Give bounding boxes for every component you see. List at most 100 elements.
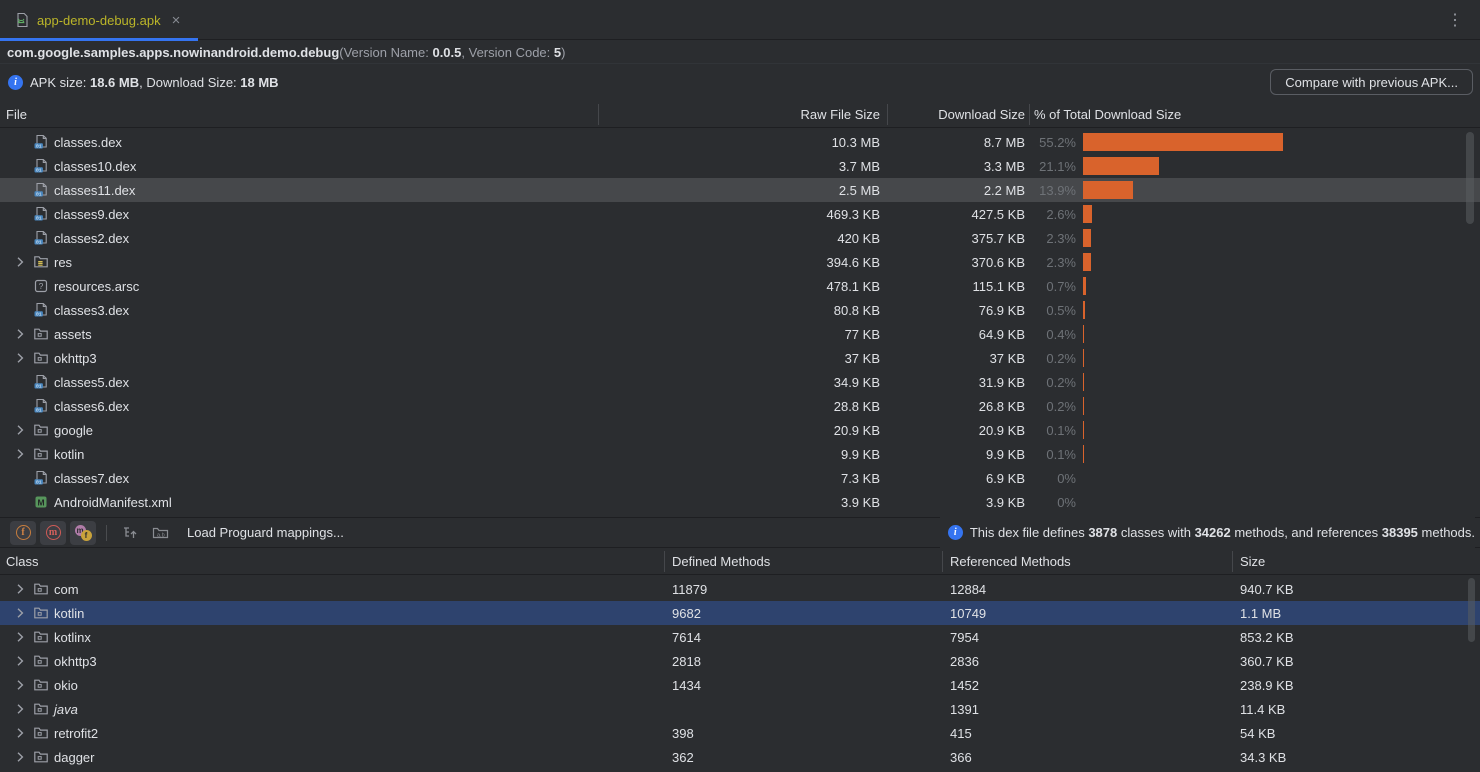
chevron-right-icon[interactable] [12, 422, 28, 438]
package-size: 940.7 KB [1240, 581, 1294, 597]
package-name: com.google.samples.apps.nowinandroid.dem… [7, 44, 340, 60]
file-row[interactable]: res 394.6 KB 370.6 KB 2.3% [0, 250, 1480, 274]
chevron-right-icon[interactable] [12, 326, 28, 342]
column-divider[interactable] [1232, 551, 1233, 572]
column-header-download-size[interactable]: Download Size [938, 107, 1025, 122]
file-row[interactable]: M AndroidManifest.xml 3.9 KB 3.9 KB 0% [0, 490, 1480, 514]
pct-bar [1083, 397, 1084, 415]
pct-of-total: 0.2% [1046, 398, 1076, 414]
chevron-right-icon[interactable] [12, 629, 28, 645]
svg-text:01: 01 [36, 239, 42, 245]
pct-of-total: 0.5% [1046, 302, 1076, 318]
defined-methods: 11879 [672, 581, 708, 597]
download-size: 37 KB [989, 350, 1025, 366]
expand-tree-button[interactable] [117, 521, 143, 545]
file-row[interactable]: 01 classes5.dex 34.9 KB 31.9 KB 0.2% [0, 370, 1480, 394]
tab-close-icon[interactable]: × [171, 11, 181, 29]
class-row[interactable]: com 11879 12884 940.7 KB [0, 577, 1480, 601]
column-header-defined-methods[interactable]: Defined Methods [672, 554, 771, 569]
compare-with-previous-apk-button[interactable]: Compare with previous APK... [1270, 69, 1473, 95]
column-divider[interactable] [1029, 104, 1030, 125]
column-header-class[interactable]: Class [6, 554, 39, 569]
file-row[interactable]: 01 classes.dex 10.3 MB 8.7 MB 55.2% [0, 130, 1480, 154]
raw-file-size: 37 KB [844, 350, 880, 366]
referenced-methods: 1391 [950, 701, 979, 717]
column-header-raw-file-size[interactable]: Raw File Size [800, 107, 880, 122]
referenced-methods: 366 [950, 749, 972, 765]
column-divider[interactable] [664, 551, 665, 572]
class-row[interactable]: dagger 362 366 34.3 KB [0, 745, 1480, 769]
class-row[interactable]: okhttp3 2818 2836 360.7 KB [0, 649, 1480, 673]
file-row[interactable]: 01 classes11.dex 2.5 MB 2.2 MB 13.9% [0, 178, 1480, 202]
chevron-right-icon[interactable] [12, 446, 28, 462]
raw-file-size: 10.3 MB [831, 134, 880, 150]
apk-size-line: i APK size: 18.6 MB, Download Size: 18 M… [0, 64, 279, 100]
class-row[interactable]: kotlinx 7614 7954 853.2 KB [0, 625, 1480, 649]
package-name: okhttp3 [54, 653, 97, 669]
package-size: 1.1 MB [1240, 605, 1282, 621]
file-row[interactable]: 01 classes6.dex 28.8 KB 26.8 KB 0.2% [0, 394, 1480, 418]
more-options-kebab-icon[interactable]: ⋮ [1447, 12, 1463, 29]
dex-info-line: i This dex file defines 3878 classes wit… [939, 517, 1475, 548]
tab-apk-file[interactable]: app-demo-debug.apk × [0, 0, 198, 41]
column-header-size[interactable]: Size [1240, 554, 1266, 569]
pct-bar [1083, 301, 1085, 319]
chevron-right-icon[interactable] [12, 725, 28, 741]
file-name: classes7.dex [54, 470, 130, 486]
file-row[interactable]: okhttp3 37 KB 37 KB 0.2% [0, 346, 1480, 370]
file-row[interactable]: 01 classes3.dex 80.8 KB 76.9 KB 0.5% [0, 298, 1480, 322]
file-row[interactable]: 01 classes2.dex 420 KB 375.7 KB 2.3% [0, 226, 1480, 250]
chevron-right-icon[interactable] [12, 581, 28, 597]
defined-methods: 9682 [672, 605, 701, 621]
column-divider[interactable] [942, 551, 943, 572]
column-divider[interactable] [887, 104, 888, 125]
chevron-right-icon[interactable] [12, 605, 28, 621]
download-size: 3.9 KB [985, 494, 1025, 510]
raw-file-size: 420 KB [837, 230, 880, 246]
class-row[interactable]: java 1391 11.4 KB [0, 697, 1480, 721]
file-table-scrollbar[interactable] [1466, 132, 1474, 224]
class-row[interactable]: kotlin 9682 10749 1.1 MB [0, 601, 1480, 625]
chevron-right-icon[interactable] [12, 677, 28, 693]
pct-bar [1083, 277, 1086, 295]
chevron-right-icon[interactable] [12, 350, 28, 366]
file-table-header: File Raw File Size Download Size % of To… [0, 101, 1480, 128]
package-name: dagger [54, 749, 95, 765]
file-name: kotlin [54, 446, 85, 462]
chevron-right-icon[interactable] [12, 653, 28, 669]
file-row[interactable]: assets 77 KB 64.9 KB 0.4% [0, 322, 1480, 346]
chevron-right-icon[interactable] [12, 254, 28, 270]
class-row[interactable]: retrofit2 398 415 54 KB [0, 721, 1480, 745]
file-row[interactable]: 01 classes10.dex 3.7 MB 3.3 MB 21.1% [0, 154, 1480, 178]
show-fields-toggle[interactable]: f [10, 520, 36, 545]
raw-file-size: 9.9 KB [840, 446, 880, 462]
show-methods-toggle[interactable]: m [40, 520, 66, 545]
file-row[interactable]: ? resources.arsc 478.1 KB 115.1 KB 0.7% [0, 274, 1480, 298]
file-row[interactable]: 01 classes7.dex 7.3 KB 6.9 KB 0% [0, 466, 1480, 490]
file-name: google [54, 422, 94, 438]
download-size: 115.1 KB [972, 278, 1025, 294]
package-name: java [54, 701, 78, 717]
column-header-pct-total[interactable]: % of Total Download Size [1034, 107, 1182, 122]
file-name: classes10.dex [54, 158, 137, 174]
chevron-right-icon[interactable] [12, 701, 28, 717]
dex-icon: 01 [33, 182, 49, 198]
fields-icon: f [15, 525, 31, 540]
file-row[interactable]: 01 classes9.dex 469.3 KB 427.5 KB 2.6% [0, 202, 1480, 226]
folder-icon [33, 629, 49, 645]
file-row[interactable]: kotlin 9.9 KB 9.9 KB 0.1% [0, 442, 1480, 466]
arsc-icon: ? [33, 278, 49, 294]
column-header-file[interactable]: File [6, 107, 27, 122]
file-row[interactable]: google 20.9 KB 20.9 KB 0.1% [0, 418, 1480, 442]
show-referenced-toggle[interactable]: m f [70, 520, 96, 545]
class-row[interactable]: okio 1434 1452 238.9 KB [0, 673, 1480, 697]
column-divider[interactable] [598, 104, 599, 125]
dex-icon: 01 [33, 398, 49, 414]
sort-alphabetically-button[interactable]: a.b [147, 521, 173, 545]
chevron-right-icon[interactable] [12, 749, 28, 765]
column-header-referenced-methods[interactable]: Referenced Methods [950, 554, 1071, 569]
class-table-scrollbar[interactable] [1468, 578, 1475, 642]
folder-icon [33, 749, 49, 765]
svg-text:M: M [37, 497, 44, 507]
load-proguard-mappings-link[interactable]: Load Proguard mappings... [187, 525, 344, 540]
